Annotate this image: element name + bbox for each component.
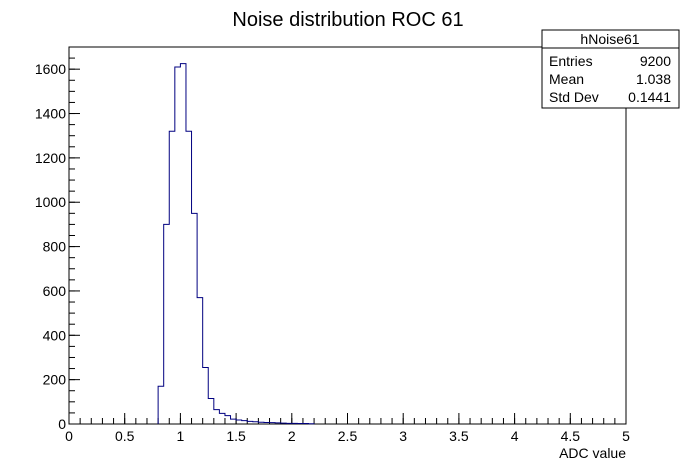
stats-box: hNoise61 Entries 9200 Mean 1.038 Std Dev… <box>541 29 680 109</box>
stats-entries-label: Entries <box>549 53 593 69</box>
y-tick-label: 1600 <box>35 61 66 77</box>
x-tick-label: 1.5 <box>226 428 246 444</box>
histogram-line <box>157 63 315 425</box>
stats-mean-value: 1.038 <box>636 71 671 87</box>
y-tick-label: 800 <box>43 239 67 255</box>
x-tick-label: 0 <box>65 428 73 444</box>
stats-entries-value: 9200 <box>640 53 671 69</box>
stats-stddev-value: 0.1441 <box>628 89 671 105</box>
y-tick-label: 400 <box>43 327 67 343</box>
y-tick-label: 1400 <box>35 106 66 122</box>
x-tick-label: 4 <box>511 428 519 444</box>
y-tick-label: 0 <box>58 416 66 432</box>
chart-title: Noise distribution ROC 61 <box>232 9 463 31</box>
x-tick-label: 1 <box>177 428 185 444</box>
x-tick-label: 3.5 <box>449 428 469 444</box>
x-tick-label: 4.5 <box>561 428 581 444</box>
x-tick-label: 5 <box>622 428 630 444</box>
x-tick-label: 2.5 <box>338 428 358 444</box>
stats-mean-label: Mean <box>549 71 584 87</box>
x-axis-title: ADC value <box>559 445 626 461</box>
x-tick-label: 2 <box>288 428 296 444</box>
y-tick-label: 1200 <box>35 150 66 166</box>
y-tick-label: 200 <box>43 372 67 388</box>
y-tick-label: 1000 <box>35 194 66 210</box>
x-axis: 0 0.5 1 1.5 2 2.5 3 3.5 4 4.5 5 <box>65 413 630 444</box>
stats-stddev-label: Std Dev <box>549 89 599 105</box>
x-tick-label: 0.5 <box>115 428 135 444</box>
y-axis: 0 200 400 600 800 1000 1200 1400 1600 <box>35 46 80 432</box>
y-tick-label: 600 <box>43 283 67 299</box>
x-tick-label: 3 <box>399 428 407 444</box>
stats-box-name: hNoise61 <box>580 31 639 47</box>
